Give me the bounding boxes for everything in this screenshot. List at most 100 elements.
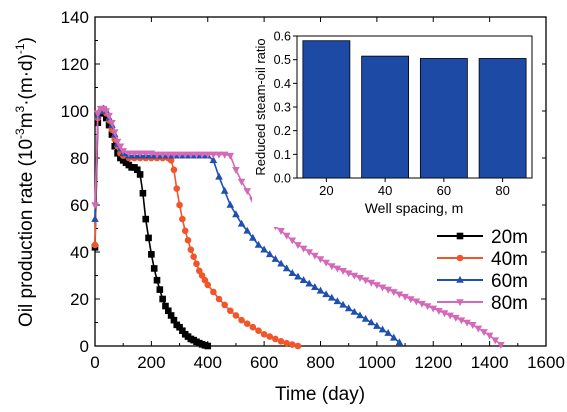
legend-entry: 80m (437, 293, 528, 314)
data-point (277, 338, 285, 345)
data-point (344, 304, 353, 312)
data-point (198, 151, 206, 159)
data-point (480, 329, 488, 336)
x-tick-label: 1200 (414, 353, 452, 372)
y-tick-label: 40 (70, 243, 89, 262)
data-point (440, 310, 449, 318)
data-point (265, 250, 274, 258)
x-tick-label: 800 (306, 353, 334, 372)
data-point (226, 152, 235, 160)
y-axis-label: Oil production rate (10-3m3·(m·d)-1) (13, 37, 37, 327)
data-point (170, 316, 178, 324)
legend-label: 20m (491, 227, 528, 248)
data-point (167, 312, 175, 319)
data-point (237, 178, 246, 186)
data-point (356, 275, 364, 282)
y-tick-label: 80 (70, 149, 89, 168)
x-tick-label: 1400 (471, 353, 509, 372)
data-point (119, 148, 127, 156)
data-point (367, 318, 376, 326)
data-point (226, 200, 235, 208)
data-point (147, 150, 156, 158)
data-point (116, 143, 125, 151)
data-point (446, 312, 454, 320)
y-tick-label: 0 (80, 337, 89, 356)
data-point (150, 265, 158, 272)
data-point (141, 150, 150, 158)
data-point (102, 108, 111, 116)
inset-bar (419, 58, 468, 179)
data-point (181, 151, 189, 159)
data-point (305, 249, 314, 257)
data-point (254, 240, 263, 248)
data-point (105, 121, 113, 129)
data-point (173, 185, 181, 192)
data-point (282, 264, 291, 272)
inset-y-tick-label: 0.5 (274, 53, 291, 67)
data-point (356, 311, 364, 319)
data-point (412, 298, 421, 306)
data-point (187, 151, 195, 159)
data-point (361, 314, 370, 322)
data-point (215, 151, 223, 159)
data-point (215, 172, 223, 180)
data-point (327, 263, 336, 271)
data-point (142, 215, 150, 223)
y-axis-label-part: ) (16, 37, 37, 43)
inset-x-tick-label: 60 (437, 183, 451, 198)
data-point (187, 246, 195, 253)
data-point (243, 226, 252, 234)
data-point (294, 242, 302, 250)
inset-x-tick-label: 20 (319, 183, 333, 198)
data-point (373, 321, 381, 329)
data-point (316, 286, 325, 294)
inset-bar (478, 58, 527, 179)
data-point (243, 188, 252, 195)
data-point (220, 151, 229, 159)
data-point (203, 151, 212, 159)
data-point (350, 272, 359, 280)
data-point (204, 342, 212, 350)
data-point (209, 151, 218, 159)
data-point (125, 150, 133, 158)
data-point (384, 286, 392, 294)
inset-x-tick-label: 40 (378, 183, 392, 198)
inset-x-axis-label: Well spacing, m (365, 200, 464, 216)
data-point (184, 236, 192, 244)
y-axis-label-exp: -1 (13, 43, 27, 54)
inset-x-tick-label: 80 (495, 183, 509, 198)
data-point (389, 289, 398, 297)
legend-label: 40m (491, 249, 528, 270)
legend-label: 60m (491, 271, 528, 292)
data-point (361, 277, 370, 285)
data-point (266, 333, 274, 340)
data-point (156, 286, 164, 293)
data-point (395, 338, 404, 346)
inset-bar (361, 55, 410, 179)
y-tick-label: 120 (61, 55, 89, 74)
inset-y-tick-label: 0.3 (274, 101, 291, 115)
data-point (175, 151, 184, 159)
data-point (288, 269, 297, 276)
x-tick-label: 0 (90, 353, 99, 372)
data-point (429, 305, 438, 313)
data-point (435, 307, 443, 315)
legend-label: 80m (491, 293, 528, 314)
data-point (327, 293, 336, 301)
data-point (418, 300, 426, 308)
data-point (322, 290, 330, 298)
data-point (378, 284, 387, 292)
legend-marker (456, 275, 464, 283)
y-tick-label: 20 (70, 290, 89, 309)
data-point (457, 317, 466, 325)
data-point (148, 251, 155, 258)
data-point (204, 281, 212, 289)
data-point (311, 283, 319, 291)
data-point (159, 295, 166, 303)
data-point (139, 189, 147, 197)
data-point (491, 337, 500, 345)
inset-y-tick-label: 0.0 (274, 172, 291, 186)
data-point (232, 166, 240, 174)
